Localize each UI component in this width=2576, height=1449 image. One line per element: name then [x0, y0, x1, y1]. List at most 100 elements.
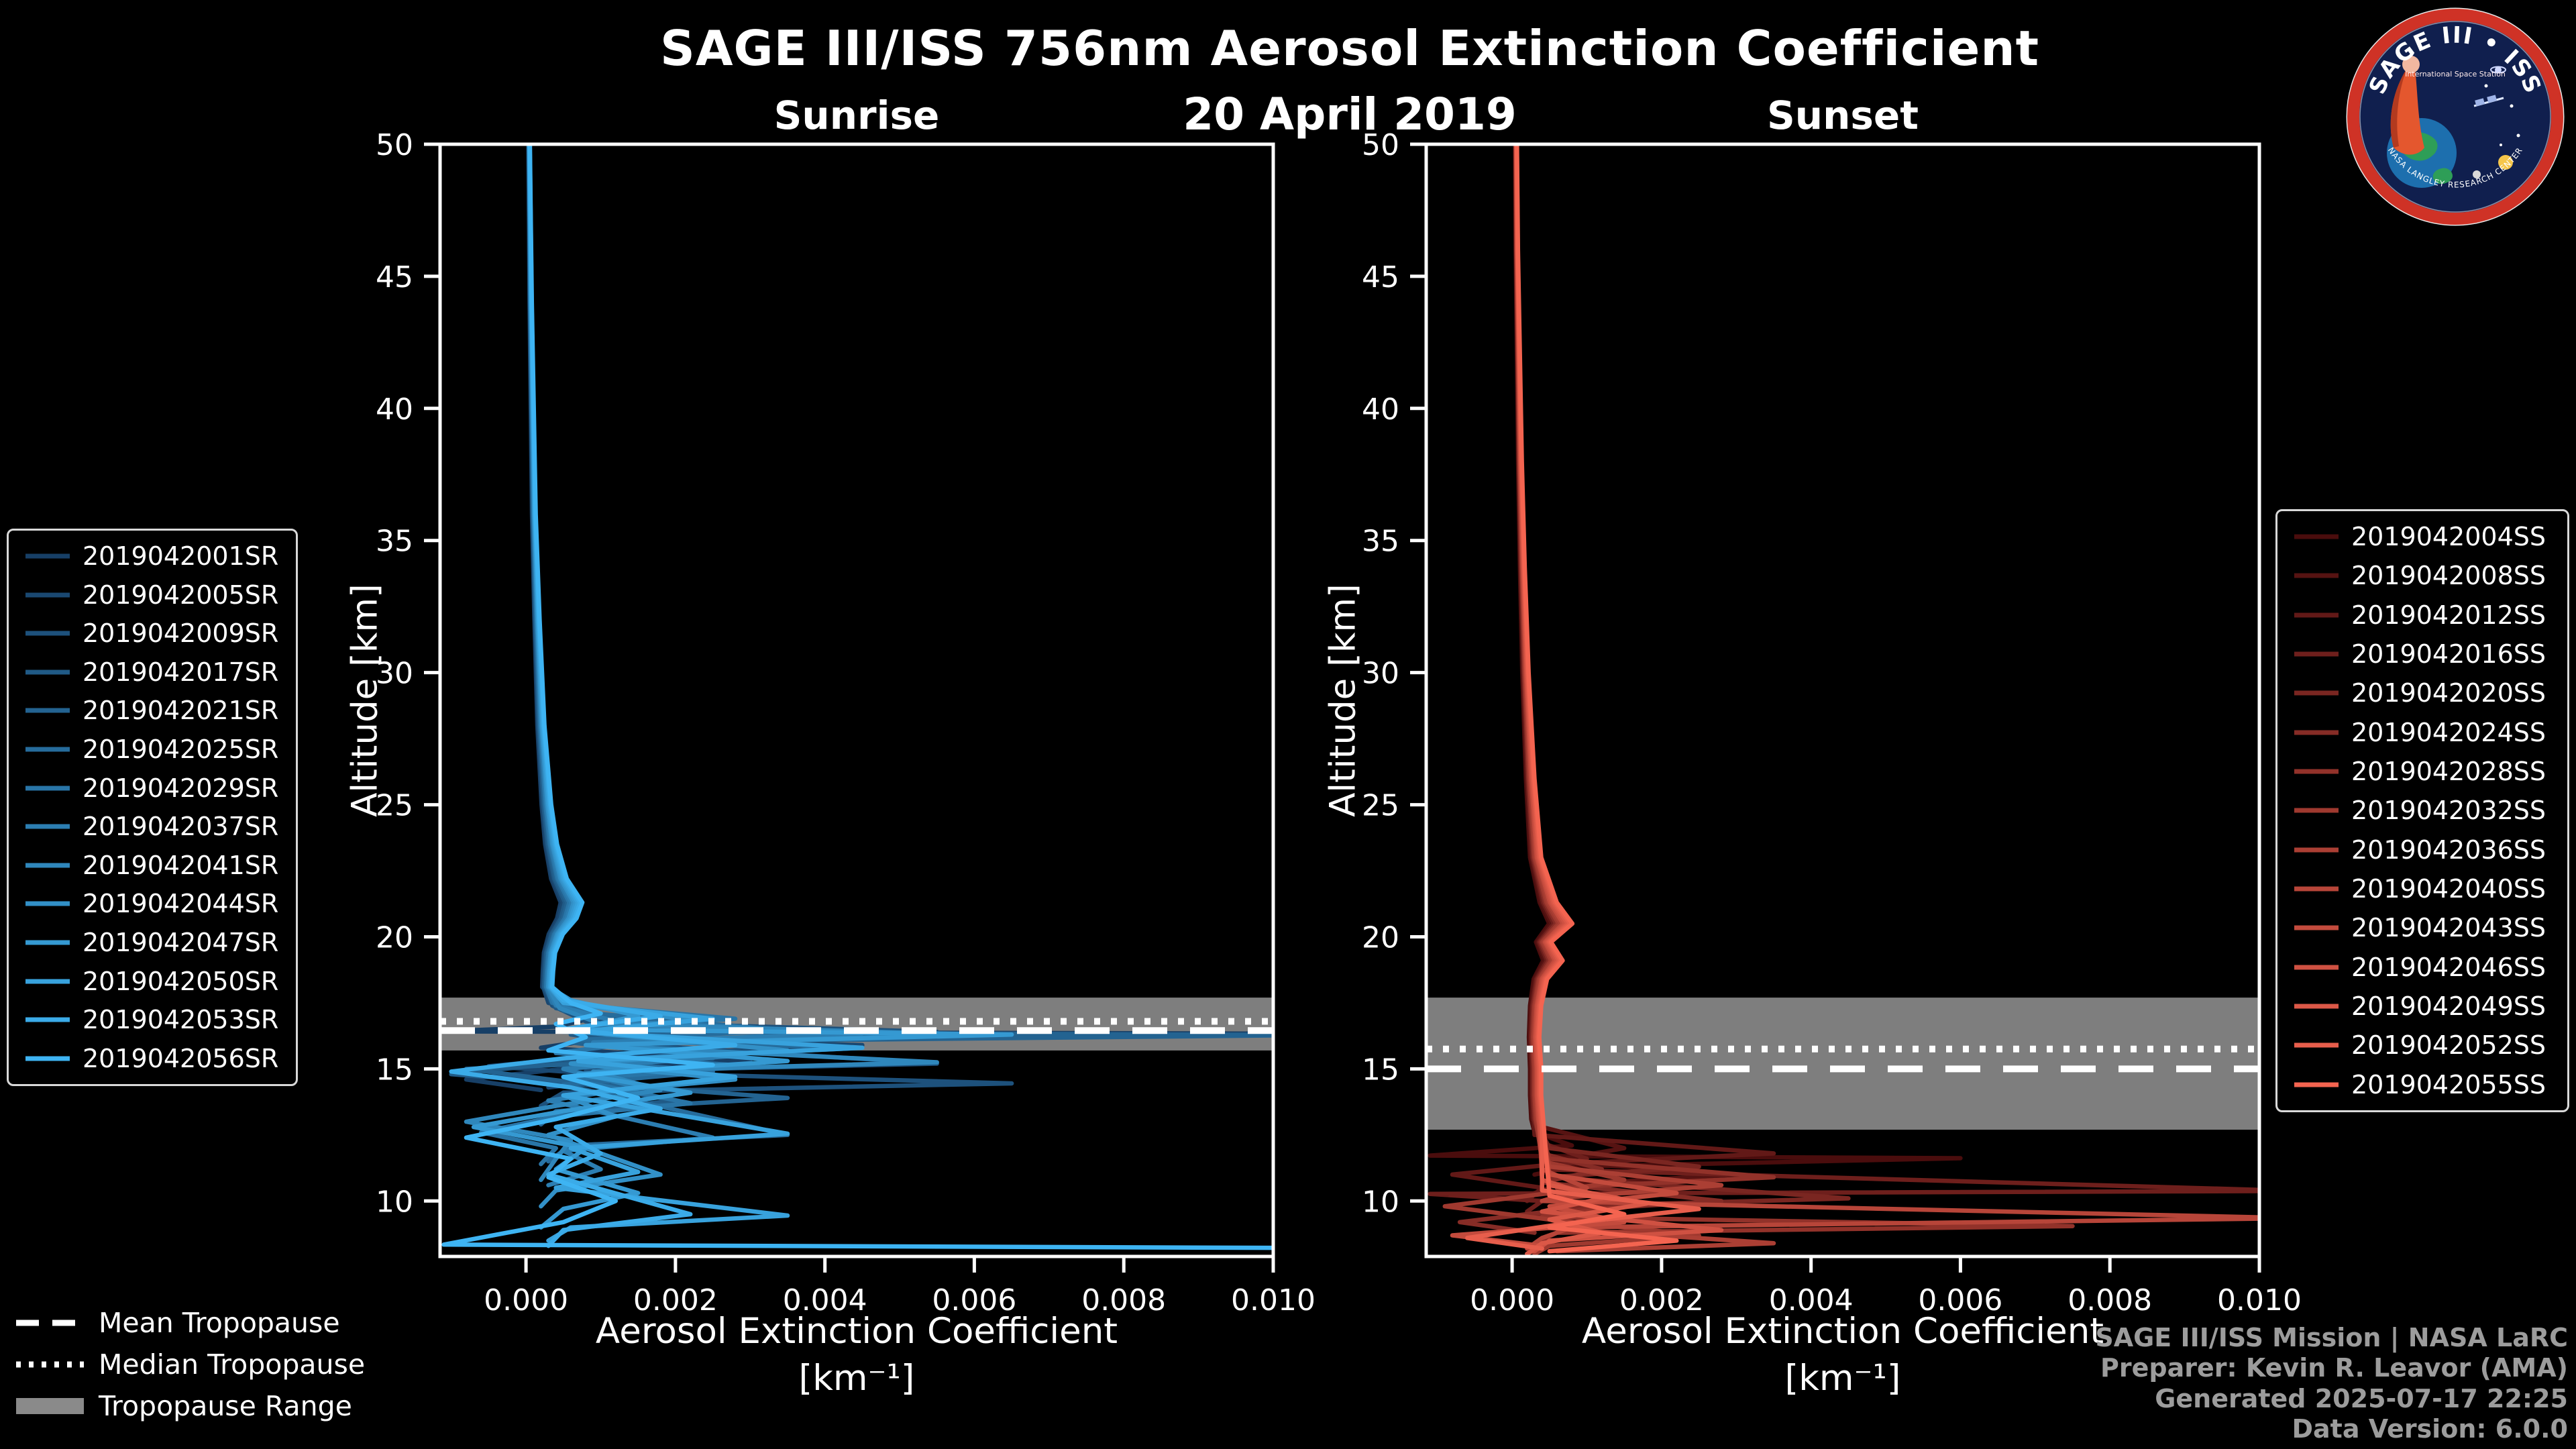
legend-item: 2019042047SR [23, 928, 281, 957]
legend-line-swatch [25, 863, 70, 868]
legend-item-label: 2019042049SS [2351, 991, 2546, 1022]
legend-item: 2019042025SR [23, 735, 281, 764]
legend-item-label: 2019042036SS [2351, 835, 2546, 865]
legend-line-swatch [2294, 651, 2339, 657]
tropopause-range-label: Tropopause Range [99, 1390, 352, 1422]
legend-item: 2019042009SR [23, 619, 281, 648]
legend-item: 2019042050SR [23, 967, 281, 996]
legend-item: 2019042017SR [23, 657, 281, 687]
moon-icon [2473, 170, 2481, 178]
legend-line-swatch [25, 708, 70, 713]
x-tick-label: 0.000 [1470, 1283, 1554, 1318]
legend-line-swatch [2294, 573, 2339, 578]
legend-item: 2019042056SR [23, 1044, 281, 1073]
y-tick-label: 10 [1362, 1185, 1399, 1219]
legend-line-swatch [25, 747, 70, 752]
x-tick-label: 0.010 [1231, 1283, 1316, 1318]
legend-item: 2019042001SR [23, 541, 281, 571]
legend-line-swatch [2294, 1004, 2339, 1009]
mean-tropopause-legend-item: Mean Tropopause [15, 1307, 365, 1339]
legend-item: 2019042012SS [2292, 600, 2553, 630]
legend-line-swatch [25, 940, 70, 945]
y-tick-label: 20 [1362, 921, 1399, 955]
legend-line-swatch [2294, 1082, 2339, 1087]
legend-line-swatch [25, 901, 70, 906]
legend-line-swatch [25, 979, 70, 984]
profile-2019042021SR [464, 144, 1273, 1127]
legend-item-label: 2019042032SS [2351, 796, 2546, 826]
sunrise-plot: 0.000 0.002 0.004 0.006 0.008 0.010 10 15 20 25 30… [376, 128, 1316, 1318]
x-tick-label: 0.006 [932, 1283, 1016, 1318]
legend-item-label: 2019042037SR [83, 812, 279, 842]
y-tick-label: 20 [376, 921, 413, 955]
sunset-yaxis-label: Altitude [km] [1322, 584, 1364, 817]
credits: SAGE III/ISS Mission | NASA LaRC Prepare… [2095, 1323, 2568, 1445]
sunrise-xaxis-label: Aerosol Extinction Coefficient [km⁻¹] [440, 1308, 1273, 1402]
legend-item-label: 2019042053SR [83, 1005, 279, 1035]
legend-line-swatch [25, 592, 70, 598]
y-tick-label: 35 [1362, 525, 1399, 559]
credit-line-generated: Generated 2025-07-17 22:25 [2155, 1383, 2568, 1413]
y-tick-label: 10 [376, 1185, 413, 1219]
legend-item-label: 2019042040SS [2351, 874, 2546, 904]
legend-line-swatch [2294, 730, 2339, 735]
legend-item-label: 2019042001SR [83, 541, 279, 571]
sunset-plot: 0.000 0.002 0.004 0.006 0.008 0.010 10 15 20 25 30… [1362, 128, 2302, 1318]
legend-item-label: 2019042008SS [2351, 561, 2546, 591]
x-tick-label: 0.010 [2217, 1283, 2302, 1318]
legend-line-swatch [25, 1056, 70, 1061]
legend-item-label: 2019042052SS [2351, 1030, 2546, 1061]
iss-icon [2473, 95, 2504, 107]
logo-artwork [2387, 56, 2520, 188]
x-tick-label: 0.004 [783, 1283, 867, 1318]
legend-item: 2019042052SS [2292, 1030, 2553, 1060]
profile-2019042017SR [449, 144, 715, 1116]
sunrise-panel-title: Sunrise [773, 93, 940, 138]
y-tick-label: 40 [1362, 392, 1399, 427]
legend-item: 2019042020SS [2292, 678, 2553, 708]
legend-item: 2019042005SR [23, 580, 281, 610]
profile-2019042055SS [1515, 144, 1679, 1254]
y-tick-label: 25 [1362, 789, 1399, 823]
x-tick-label: 0.006 [1918, 1283, 2002, 1318]
legend-line-swatch [2294, 925, 2339, 930]
legend-item-label: 2019042021SR [83, 696, 279, 726]
median-tropopause-label: Median Tropopause [99, 1348, 366, 1381]
profile-2019042005SR [486, 144, 865, 1090]
legend-item: 2019042043SS [2292, 913, 2553, 943]
legend-line-swatch [2294, 690, 2339, 696]
sunset-xaxis-label: Aerosol Extinction Coefficient [km⁻¹] [1426, 1308, 2259, 1402]
legend-item-label: 2019042028SS [2351, 757, 2546, 787]
legend-item: 2019042044SR [23, 889, 281, 918]
sunrise-legend: 2019042001SR 2019042005SR 2019042009SR 2019… [7, 529, 298, 1086]
legend-item: 2019042036SS [2292, 835, 2553, 865]
legend-item-label: 2019042005SR [83, 580, 279, 610]
x-tick-label: 0.008 [1081, 1283, 1166, 1318]
legend-line-swatch [25, 1017, 70, 1022]
legend-line-swatch [2294, 612, 2339, 618]
legend-item-label: 2019042029SR [83, 773, 279, 803]
legend-item: 2019042004SS [2292, 522, 2553, 551]
profile-2019042009SR [526, 144, 1014, 1108]
legend-item-label: 2019042043SS [2351, 913, 2546, 943]
y-tick-label: 30 [376, 657, 413, 691]
tropopause-legend: Mean Tropopause Median Tropopause Tropop… [15, 1307, 365, 1422]
legend-item: 2019042037SR [23, 812, 281, 841]
legend-item: 2019042016SS [2292, 639, 2553, 669]
plot-frame [1424, 142, 2261, 1258]
logo-subtitle: International Space Station [2405, 70, 2506, 78]
legend-item-label: 2019042056SR [83, 1043, 279, 1073]
legend-item-label: 2019042020SS [2351, 678, 2546, 708]
plot-frame [438, 142, 1275, 1258]
xaxis-label-text: Aerosol Extinction Coefficient [1581, 1311, 2104, 1352]
y-tick-label: 40 [376, 392, 413, 427]
sunset-legend: 2019042004SS 2019042008SS 2019042012SS 2019… [2275, 509, 2569, 1112]
legend-line-swatch [2294, 886, 2339, 892]
figure-date: 20 April 2019 [1183, 89, 1517, 140]
logo-inner-rim [2359, 21, 2551, 213]
legend-item-label: 2019042041SR [83, 850, 279, 880]
tropopause-range-band [1426, 998, 2259, 1130]
sunset-panel-title: Sunset [1767, 93, 1919, 138]
tropopause-range-legend-item: Tropopause Range [15, 1390, 365, 1422]
figure-title: SAGE III/ISS 756nm Aerosol Extinction Co… [659, 20, 2040, 76]
